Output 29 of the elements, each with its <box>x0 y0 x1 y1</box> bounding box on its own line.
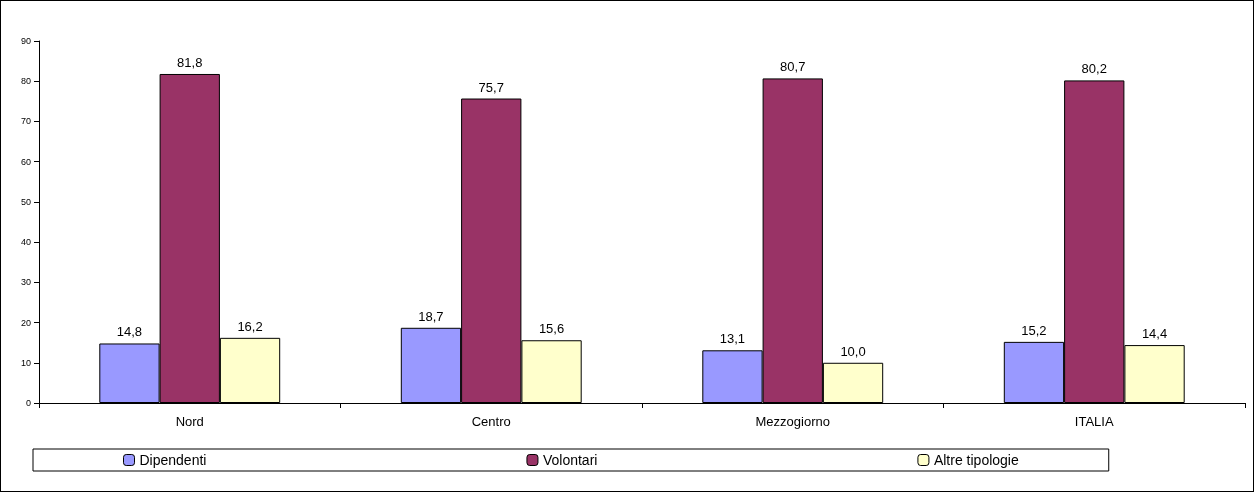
legend-label: Altre tipologie <box>933 452 1019 468</box>
data-label: 81,8 <box>177 54 203 70</box>
data-label: 75,7 <box>478 79 504 95</box>
x-tick-label: Mezzogiorno <box>755 414 830 429</box>
x-tick-label: Nord <box>175 414 204 429</box>
y-tick-label: 50 <box>20 196 31 207</box>
x-tick-label: Centro <box>471 414 511 429</box>
y-tick-label: 80 <box>20 76 31 87</box>
data-label: 10,0 <box>840 343 866 359</box>
data-label: 15,2 <box>1021 322 1047 338</box>
y-tick-label: 10 <box>20 357 31 368</box>
data-label: 80,7 <box>780 59 806 75</box>
y-tick-label: 30 <box>20 277 31 288</box>
y-tick-label: 70 <box>20 116 31 127</box>
data-label: 18,7 <box>418 308 444 324</box>
data-label: 14,8 <box>116 324 143 340</box>
data-label: 14,4 <box>1141 326 1168 342</box>
data-label: 16,2 <box>237 318 263 334</box>
y-tick-label: 40 <box>20 237 31 248</box>
y-tick-label: 0 <box>25 398 31 408</box>
x-tick-label: ITALIA <box>1074 414 1114 429</box>
data-label: 80,2 <box>1081 61 1107 77</box>
legend-label: Dipendenti <box>139 452 207 468</box>
y-tick-label: 60 <box>20 156 31 167</box>
data-label: 15,6 <box>538 321 565 337</box>
y-tick-label: 90 <box>20 36 31 46</box>
data-label: 13,1 <box>719 331 746 347</box>
y-tick-label: 20 <box>20 317 31 328</box>
legend-label: Volontari <box>542 452 598 468</box>
